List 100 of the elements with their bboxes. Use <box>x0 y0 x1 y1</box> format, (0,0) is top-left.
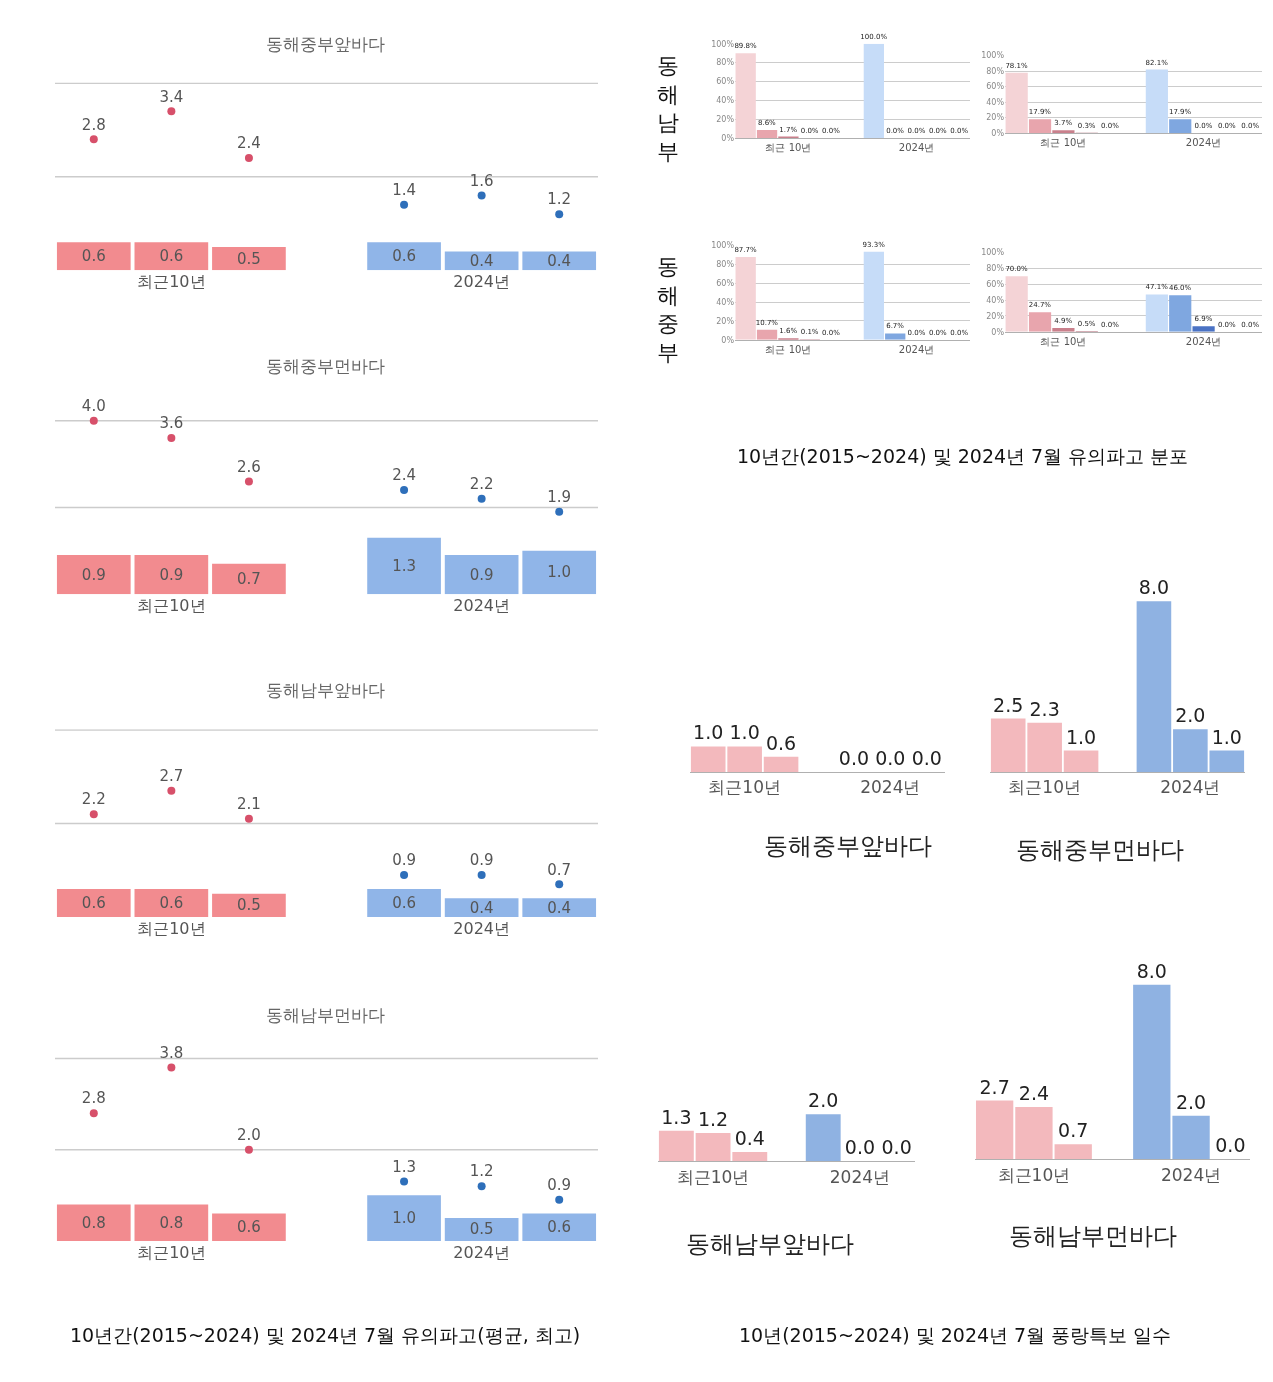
point <box>477 494 486 503</box>
data-label: 2.3 <box>1029 697 1060 720</box>
data-label: 0.0 <box>844 1136 876 1159</box>
x-tick-label: 2024년 <box>453 272 510 292</box>
data-label: 0.4 <box>734 1126 765 1149</box>
point <box>89 1109 98 1118</box>
data-label: 8.0 <box>1138 576 1170 599</box>
point <box>400 870 409 879</box>
text: 10년(2015~2024) 및 2024년 7월 풍랑특보 일수 <box>739 1324 1172 1346</box>
bar <box>522 550 597 595</box>
bar <box>1028 119 1052 134</box>
data-label: 0.4 <box>547 251 572 270</box>
x-tick-label: 2024년 <box>1185 335 1222 347</box>
point <box>244 154 253 163</box>
y-tick-label: 0% <box>991 128 1005 138</box>
data-label: 1.0 <box>693 721 724 744</box>
data-label: 0.6 <box>237 1218 261 1237</box>
y-tick-label: 100% <box>981 51 1005 61</box>
data-label: 2.0 <box>1175 1090 1207 1113</box>
x-tick-label: 최근10년 <box>137 1242 206 1262</box>
data-label: 0.7 <box>1058 1119 1089 1142</box>
bar <box>863 43 885 139</box>
data-label: 0.9 <box>469 851 494 870</box>
data-label: 2.0 <box>237 1125 261 1144</box>
bar <box>735 257 756 340</box>
bar <box>522 1213 597 1241</box>
y-tick-label: 60% <box>716 278 735 288</box>
bar <box>1145 294 1168 332</box>
bar <box>1015 1107 1053 1160</box>
bar <box>1052 130 1075 134</box>
data-label: 2.6 <box>237 457 261 476</box>
data-label: 4.0 <box>81 397 106 415</box>
data-label: 2.4 <box>392 466 416 485</box>
x-tick-label: 최근10년 <box>137 272 206 292</box>
y-tick-label: 100% <box>711 39 735 49</box>
data-label: 1.2 <box>547 190 572 209</box>
bar <box>1063 750 1099 772</box>
y-tick-label: 60% <box>986 82 1005 92</box>
data-label: 0.0 <box>881 1136 912 1159</box>
point <box>400 486 409 495</box>
chart-title: 동해남부앞바다 <box>266 680 385 700</box>
y-tick-label: 80% <box>716 260 735 270</box>
x-tick-label: 2024년 <box>898 343 935 355</box>
text: 10년간(2015~2024) 및 2024년 7월 유의파고(평균, 최고) <box>70 1324 581 1346</box>
data-label: 0.5 <box>237 249 261 268</box>
data-label: 0.0 <box>838 746 870 769</box>
point <box>555 507 564 516</box>
point <box>89 135 98 144</box>
x-tick-label: 2024년 <box>453 596 510 616</box>
data-label: 0.6 <box>392 893 416 912</box>
y-tick-label: 80% <box>716 58 735 68</box>
chart-title: 동해남부먼바다 <box>266 1005 385 1025</box>
bar <box>1133 984 1171 1160</box>
y-tick-label: 60% <box>716 77 735 87</box>
bar <box>212 1213 286 1241</box>
y-tick-label: 40% <box>716 297 735 307</box>
point <box>477 1182 486 1191</box>
data-label: 2.0 <box>808 1089 839 1112</box>
point <box>167 107 176 116</box>
bar <box>367 537 441 595</box>
point <box>477 870 486 879</box>
x-tick-label: 최근10년 <box>676 1166 750 1187</box>
y-tick-label: 0% <box>721 133 735 143</box>
data-label: 0.9 <box>392 851 416 870</box>
bar <box>1169 295 1192 332</box>
x-tick-label: 최근 10년 <box>765 343 812 355</box>
data-label: 0.0 <box>911 746 942 769</box>
data-label: 0.5 <box>237 896 261 915</box>
text: 동해남부앞바다 <box>686 1230 854 1258</box>
y-tick-label: 80% <box>986 264 1005 274</box>
data-label: 1.3 <box>392 556 416 575</box>
x-tick-label: 최근10년 <box>137 919 206 939</box>
x-tick-label: 최근10년 <box>1008 777 1081 798</box>
point <box>167 1063 176 1072</box>
x-tick-label: 최근 10년 <box>1040 335 1087 347</box>
data-label: 1.6 <box>469 171 494 190</box>
data-label: 3.6 <box>159 414 184 433</box>
data-label: 0.6 <box>547 1218 572 1237</box>
point <box>244 1145 253 1154</box>
text: 동해중부 <box>657 254 679 365</box>
point <box>167 786 176 795</box>
data-label: 0.9 <box>81 565 106 584</box>
data-label: 2.8 <box>81 115 106 134</box>
y-tick-label: 20% <box>986 113 1005 123</box>
chart-title: 동해중부앞바다 <box>266 34 385 54</box>
data-label: 2.7 <box>159 767 184 786</box>
x-tick-label: 2024년 <box>898 142 935 154</box>
data-label: 0.4 <box>547 898 572 917</box>
data-label: 0.9 <box>469 565 494 584</box>
data-label: 0.4 <box>469 251 494 270</box>
bar <box>756 130 778 139</box>
data-label: 2.7 <box>979 1075 1010 1098</box>
data-label: 1.0 <box>547 563 572 582</box>
data-label: 1.0 <box>729 721 760 744</box>
data-label: 2.1 <box>237 795 261 814</box>
data-label: 1.0 <box>1211 725 1242 748</box>
bar <box>975 1100 1014 1160</box>
bar <box>212 563 286 595</box>
x-tick-label: 2024년 <box>1160 777 1221 798</box>
text: 동해중부앞바다 <box>764 832 932 860</box>
